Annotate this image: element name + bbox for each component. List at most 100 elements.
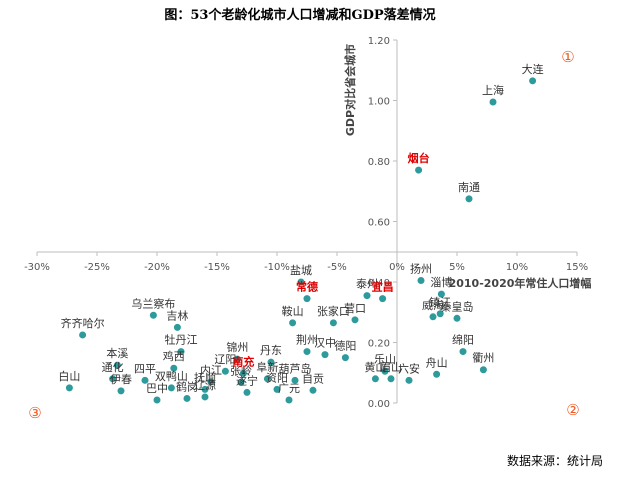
point-label: 鹤岗 — [176, 379, 198, 393]
point-label: 汉中 — [314, 337, 336, 350]
data-point — [351, 316, 359, 324]
point-label: 烟台 — [408, 151, 430, 165]
point-label: 丹东 — [260, 344, 282, 357]
y-axis-title: GDP对比省会城市 — [343, 44, 357, 136]
data-point — [273, 385, 281, 393]
point-label: 秦皇岛 — [441, 299, 474, 313]
data-point — [381, 367, 389, 375]
data-point — [529, 77, 537, 85]
chart-title: 图：53个老龄化城市人口增减和GDP落差情况 — [164, 7, 435, 23]
data-point — [263, 375, 271, 383]
point-label: 绵阳 — [452, 333, 474, 347]
data-point — [453, 314, 461, 322]
x-tick-label: -15% — [204, 262, 230, 273]
x-axis: -30% -25% -20% -15% -10% -5% 0% 5% 10% 15% — [24, 251, 588, 273]
x-tick-label: -5% — [327, 262, 346, 273]
point-label: 眉山 — [380, 361, 402, 374]
point-label: 鞍山 — [282, 304, 304, 318]
point-label: 抚顺 — [194, 370, 216, 384]
data-point — [489, 98, 497, 106]
quadrant-label-1: ① — [561, 48, 574, 66]
data-point — [291, 376, 299, 384]
point-label: 自贡 — [302, 372, 324, 385]
point-label: 本溪 — [106, 346, 128, 360]
data-point — [201, 393, 209, 401]
x-tick-label: -30% — [24, 262, 50, 273]
point-label: 吉林 — [166, 308, 188, 322]
data-point — [285, 396, 293, 404]
data-point — [239, 369, 247, 377]
point-label: 泰州 — [356, 277, 378, 291]
y-tick-label: 0.20 — [368, 339, 390, 350]
data-point — [243, 388, 251, 396]
x-tick-label: 0% — [389, 262, 405, 273]
point-label: 黄山 — [364, 360, 386, 374]
point-label: 威海 — [422, 298, 444, 312]
y-tick-label: 1.00 — [368, 97, 390, 108]
data-point — [371, 375, 379, 383]
point-label: 盐城 — [290, 264, 312, 277]
point-label: 大连 — [522, 62, 544, 76]
point-label: 上海 — [482, 83, 504, 97]
point-label: 南充 — [232, 354, 254, 368]
data-point — [167, 384, 175, 392]
point-label: 南通 — [458, 181, 480, 194]
x-tick-label: 15% — [566, 262, 588, 273]
data-point — [153, 396, 161, 404]
data-point — [479, 366, 487, 374]
point-label: 遂宁 — [236, 373, 258, 387]
data-point — [289, 319, 297, 327]
data-source: 数据来源：统计局 — [507, 453, 603, 468]
data-point — [173, 323, 181, 331]
data-points — [65, 77, 537, 404]
point-label: 资阳 — [266, 371, 288, 384]
point-label: 舟山 — [426, 355, 448, 369]
point-label: 阜新 — [256, 360, 278, 374]
point-label: 荆州 — [296, 334, 318, 347]
data-point — [415, 166, 423, 174]
data-point — [267, 358, 275, 366]
y-tick-label: 1.20 — [368, 36, 390, 47]
point-label: 辽阳 — [214, 353, 236, 366]
point-label: 锦州 — [226, 340, 248, 354]
data-point — [303, 348, 311, 356]
point-label: 营口 — [344, 301, 366, 315]
data-point — [65, 384, 73, 392]
quadrant-label-2: ② — [566, 401, 579, 419]
point-label: 伊春 — [110, 373, 132, 386]
quadrant-label-3: ③ — [28, 404, 41, 422]
data-point — [417, 276, 425, 284]
data-point — [379, 295, 387, 303]
data-point — [363, 292, 371, 300]
y-tick-label: 0.40 — [368, 278, 390, 289]
data-point — [149, 311, 157, 319]
point-label: 常德 — [296, 280, 318, 294]
point-label: 双鸭山 — [155, 370, 188, 383]
data-point — [177, 348, 185, 356]
point-label: 巴中 — [146, 382, 168, 395]
data-point — [303, 295, 311, 303]
data-point — [117, 387, 125, 395]
data-point — [437, 290, 445, 298]
data-point — [321, 351, 329, 359]
point-label: 张岭 — [230, 363, 252, 377]
data-point — [233, 355, 241, 363]
data-point — [329, 319, 337, 327]
x-tick-label: -25% — [84, 262, 110, 273]
data-point — [201, 385, 209, 393]
point-label: 牡丹江 — [165, 333, 198, 347]
point-label: 淄博 — [430, 276, 452, 289]
point-label: 辽源 — [194, 378, 216, 392]
data-point — [405, 376, 413, 384]
data-point — [465, 195, 473, 203]
data-point — [436, 310, 444, 318]
data-point — [109, 375, 117, 383]
data-point — [221, 367, 229, 375]
point-label: 白山 — [58, 369, 80, 383]
data-point — [429, 313, 437, 321]
y-axis: 0.00 0.20 0.40 0.60 0.80 1.00 1.20 — [368, 36, 398, 410]
point-label: 扬州 — [410, 261, 432, 275]
data-point — [113, 361, 121, 369]
